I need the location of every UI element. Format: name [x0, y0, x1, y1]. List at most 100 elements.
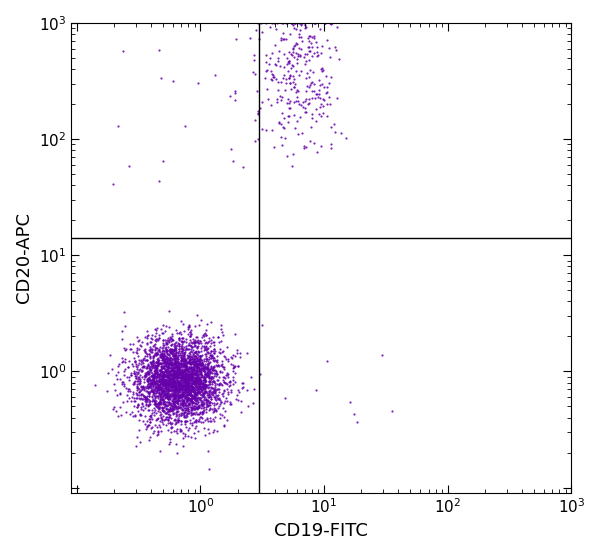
- Point: [196, 344, 205, 352]
- Point: [182, 385, 192, 393]
- Point: [182, 369, 192, 378]
- Point: [170, 395, 180, 403]
- Point: [157, 386, 167, 395]
- Point: [152, 344, 161, 352]
- Point: [193, 384, 202, 393]
- Point: [190, 339, 199, 347]
- Point: [319, 82, 328, 91]
- Point: [187, 394, 196, 403]
- Point: [175, 383, 184, 392]
- Point: [193, 362, 203, 371]
- Point: [198, 360, 208, 369]
- Point: [198, 379, 208, 388]
- Point: [289, 42, 299, 51]
- Point: [168, 377, 178, 386]
- Point: [146, 372, 156, 381]
- Point: [118, 354, 127, 362]
- Point: [165, 369, 175, 378]
- Point: [160, 359, 170, 367]
- Point: [149, 391, 159, 400]
- Point: [194, 367, 203, 376]
- Point: [167, 366, 176, 375]
- Point: [193, 392, 203, 401]
- Point: [146, 377, 156, 386]
- Point: [214, 403, 223, 412]
- Point: [193, 382, 202, 391]
- Point: [181, 360, 190, 369]
- Point: [133, 400, 143, 408]
- Point: [201, 365, 211, 374]
- Point: [157, 352, 166, 361]
- Point: [173, 404, 183, 413]
- Point: [196, 379, 205, 388]
- Point: [304, 47, 314, 56]
- Point: [148, 386, 157, 395]
- Point: [111, 406, 121, 415]
- Point: [178, 398, 188, 407]
- Point: [165, 385, 175, 394]
- Point: [119, 367, 129, 376]
- Point: [190, 376, 200, 385]
- Point: [179, 371, 188, 380]
- Point: [202, 364, 212, 373]
- Point: [190, 336, 199, 345]
- Point: [145, 379, 155, 387]
- Point: [137, 390, 147, 398]
- Point: [159, 373, 169, 382]
- Point: [151, 402, 161, 411]
- Point: [142, 381, 152, 390]
- Point: [305, 80, 315, 89]
- Point: [175, 367, 185, 376]
- Point: [164, 385, 173, 394]
- Point: [186, 359, 196, 368]
- Point: [198, 364, 208, 372]
- Point: [221, 393, 230, 402]
- Point: [179, 327, 189, 336]
- Point: [193, 379, 202, 387]
- Point: [169, 354, 179, 362]
- Point: [137, 357, 147, 366]
- Point: [172, 361, 182, 370]
- Point: [201, 354, 211, 363]
- Point: [186, 358, 196, 367]
- Point: [179, 354, 188, 363]
- Point: [177, 388, 187, 397]
- Point: [169, 377, 179, 386]
- Point: [177, 365, 187, 374]
- Point: [164, 439, 174, 448]
- Point: [207, 372, 217, 381]
- Point: [193, 390, 202, 398]
- Point: [277, 141, 286, 150]
- Point: [221, 379, 230, 387]
- Point: [204, 378, 214, 387]
- Point: [139, 381, 148, 390]
- Point: [185, 363, 195, 372]
- Point: [149, 377, 158, 386]
- Point: [157, 362, 166, 371]
- Point: [172, 380, 181, 388]
- Point: [253, 108, 263, 117]
- Point: [154, 400, 163, 408]
- Point: [170, 377, 179, 386]
- Point: [184, 393, 194, 402]
- Point: [253, 87, 262, 95]
- Point: [250, 384, 259, 393]
- Point: [182, 383, 191, 392]
- Point: [136, 342, 145, 351]
- Point: [149, 357, 158, 366]
- Point: [276, 78, 286, 87]
- Point: [164, 359, 174, 368]
- Point: [173, 403, 183, 412]
- Point: [181, 371, 190, 380]
- Point: [130, 397, 140, 406]
- Point: [173, 357, 183, 366]
- Point: [156, 374, 166, 383]
- Point: [160, 384, 170, 392]
- Point: [160, 352, 169, 361]
- Point: [142, 348, 151, 357]
- Point: [154, 384, 164, 393]
- Point: [186, 392, 196, 401]
- Point: [199, 381, 209, 390]
- Point: [184, 370, 193, 379]
- Point: [197, 351, 206, 360]
